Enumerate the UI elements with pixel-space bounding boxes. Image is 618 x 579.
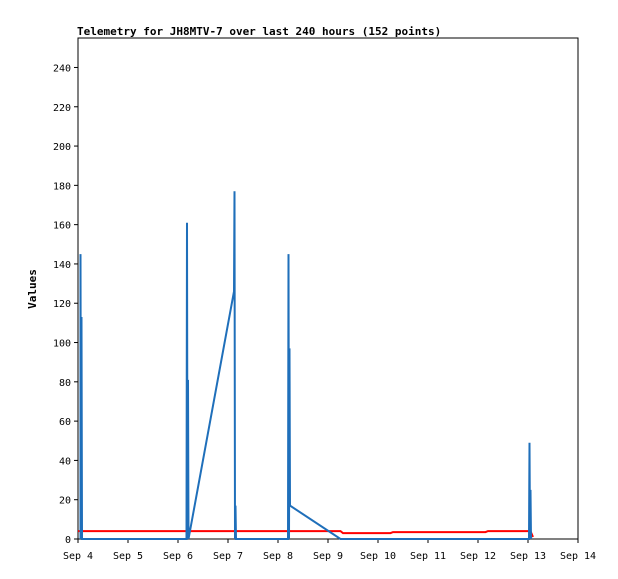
y-tick-label: 100 bbox=[53, 339, 71, 350]
y-tick-label: 200 bbox=[53, 142, 71, 153]
x-tick-label: Sep 4 bbox=[63, 551, 93, 562]
y-tick-label: 140 bbox=[53, 260, 71, 271]
x-tick-label: Sep 6 bbox=[163, 551, 193, 562]
chart-title: Telemetry for JH8MTV-7 over last 240 hou… bbox=[77, 25, 441, 38]
y-tick-label: 180 bbox=[53, 181, 71, 192]
y-tick-label: 60 bbox=[59, 417, 71, 428]
x-tick-label: Sep 14 bbox=[560, 551, 596, 562]
y-tick-label: 20 bbox=[59, 496, 71, 507]
x-tick-label: Sep 13 bbox=[510, 551, 546, 562]
x-axis: Sep 4 Sep 5 Sep 6 Sep 7 Sep 8 Sep 9 Sep 10 Sep … bbox=[63, 539, 596, 562]
x-tick-label: Sep 12 bbox=[460, 551, 496, 562]
series-line-2 bbox=[79, 191, 532, 540]
plot-area bbox=[77, 37, 579, 540]
y-axis: 0 20 40 60 80 100 120 140 160 180 200 220 240 bbox=[53, 63, 78, 546]
y-tick-label: 40 bbox=[59, 456, 71, 467]
x-tick-label: Sep 10 bbox=[360, 551, 396, 562]
series-line-1 bbox=[78, 530, 534, 538]
y-tick-label: 220 bbox=[53, 103, 71, 114]
y-axis-label: Values bbox=[26, 269, 39, 309]
x-tick-label: Sep 5 bbox=[113, 551, 143, 562]
y-tick-label: 0 bbox=[65, 535, 71, 546]
y-tick-label: 120 bbox=[53, 299, 71, 310]
y-tick-label: 240 bbox=[53, 63, 71, 74]
x-tick-label: Sep 9 bbox=[313, 551, 343, 562]
series-layer bbox=[78, 191, 534, 540]
x-tick-label: Sep 7 bbox=[213, 551, 243, 562]
x-tick-label: Sep 11 bbox=[410, 551, 446, 562]
y-tick-label: 80 bbox=[59, 378, 71, 389]
x-tick-label: Sep 8 bbox=[263, 551, 293, 562]
y-tick-label: 160 bbox=[53, 221, 71, 232]
